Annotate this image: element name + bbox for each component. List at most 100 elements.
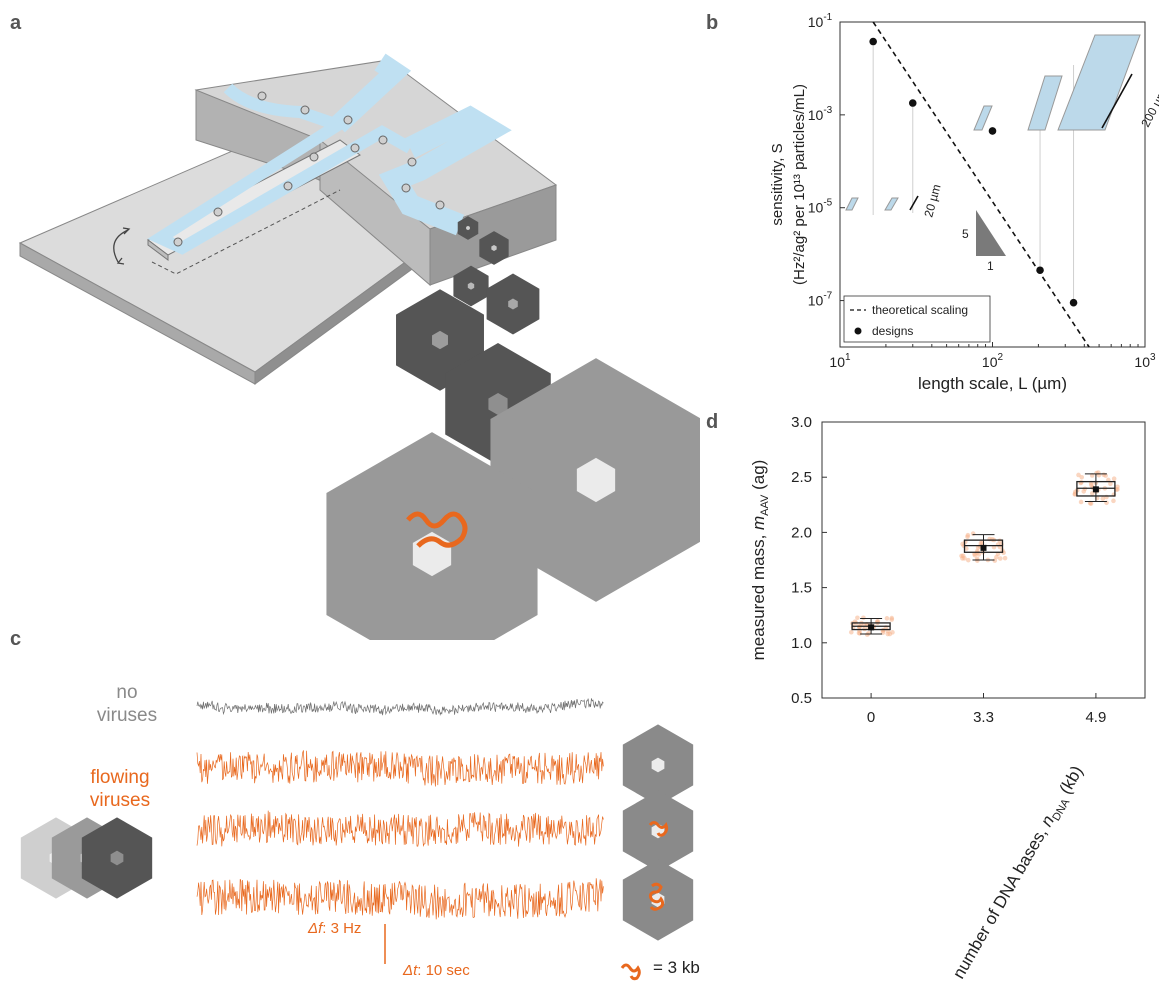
data-point: [1079, 475, 1085, 480]
data-point: [1108, 481, 1113, 487]
scale-bar-small: [909, 195, 919, 211]
x-axis-label-b: length scale, L (µm): [918, 374, 1067, 393]
data-point: [880, 628, 886, 633]
dt-symbol: Δt: [403, 962, 418, 979]
data-point: [1089, 482, 1094, 488]
panel-label-b: b: [706, 12, 719, 34]
data-point: [970, 531, 976, 536]
flowing-viruses-label: flowing viruses: [60, 766, 180, 812]
trace-partial-genome: [196, 810, 604, 847]
slope-run-label: 1: [987, 259, 994, 273]
y-tick-label-d: 1.0: [791, 635, 812, 652]
flowing-viruses-line2: viruses: [89, 790, 151, 811]
x-tick-label-d: 3.3: [973, 709, 994, 726]
x-tick-label-d: 0: [867, 709, 875, 726]
data-point: [965, 534, 970, 540]
device-large-2: [1057, 34, 1141, 131]
panel-label-d: d: [706, 411, 719, 433]
x-tick-label-b: 102: [982, 352, 1004, 370]
design-point: [1069, 298, 1078, 307]
data-point: [997, 556, 1003, 561]
device-medium: [973, 105, 993, 131]
panel-label-c: c: [10, 628, 22, 650]
no-viruses-line1: no: [116, 682, 138, 703]
partial-genome-capsid-icon: [637, 807, 679, 855]
x-axis-label-d: number of DNA bases, nDNA (kb): [949, 763, 1089, 984]
scale-label-small: 20 µm: [921, 183, 943, 219]
flowing-viruses-line1: flowing: [90, 767, 150, 788]
mean-marker: [1092, 486, 1099, 493]
y-tick-label-d: 1.5: [791, 580, 812, 597]
x-tick-label-d: 4.9: [1085, 709, 1106, 726]
data-point: [965, 557, 971, 563]
particles-on-chip: [173, 91, 445, 247]
kb-legend-label: = 3 kb: [653, 958, 700, 977]
legend-dot-icon: [854, 327, 862, 335]
y-tick-label-d: 2.5: [791, 469, 812, 486]
legend-box-b: [843, 295, 991, 343]
y-axis-label-d: measured mass, mAAV (ag): [749, 460, 771, 661]
dt-value: : 10 sec: [417, 962, 470, 979]
y-tick-label-d: 2.0: [791, 524, 812, 541]
legend-designs-label: designs: [872, 324, 913, 338]
df-scale-label: Δf: 3 Hz: [308, 920, 361, 937]
x-tick-label-b: 103: [1134, 352, 1156, 370]
data-point: [1111, 476, 1117, 482]
df-value: : 3 Hz: [322, 920, 362, 937]
y-tick-label-d: 0.5: [791, 690, 812, 707]
virus-capsids: [370, 221, 659, 626]
data-point: [861, 615, 866, 621]
data-point: [962, 556, 967, 561]
dt-scale-label: Δt: 10 sec: [403, 962, 470, 979]
data-point: [864, 632, 870, 637]
mean-marker: [980, 544, 987, 551]
substrate-slab: [18, 141, 431, 385]
data-point: [855, 615, 860, 621]
y-tick-label-d: 3.0: [791, 414, 812, 431]
no-viruses-line2: viruses: [96, 705, 158, 726]
df-symbol: Δf: [308, 920, 323, 937]
y-axis-label-b: sensitivity, S (Hz²/ag² per 10¹³ particle…: [769, 84, 808, 285]
empty-capsid-icon: [637, 741, 679, 789]
trace-no-viruses: [196, 698, 604, 716]
frequency-traces: [196, 698, 604, 920]
device-small-1: [845, 197, 859, 211]
x-tick-label-b: 101: [829, 352, 851, 370]
dna-squiggle-icon: [620, 963, 641, 981]
y-tick-label-b: 10-3: [808, 105, 833, 123]
data-point: [1078, 499, 1084, 505]
data-point: [848, 629, 854, 635]
scale-bar-large: [1101, 73, 1133, 129]
slope-rise-label: 5: [962, 227, 969, 241]
data-point: [1103, 473, 1108, 478]
data-point: [1111, 498, 1116, 504]
design-point: [988, 127, 997, 135]
design-point: [1036, 266, 1044, 275]
traces-area: [0, 698, 700, 981]
scale-label-large: 200 µm: [1138, 87, 1159, 129]
y-tick-label-b: 10-1: [808, 12, 833, 30]
no-viruses-label: no viruses: [82, 681, 172, 727]
data-point: [1088, 501, 1094, 506]
data-point: [1002, 555, 1008, 561]
capsid-trio-icon: [35, 834, 138, 882]
data-point: [1081, 489, 1087, 494]
data-point: [1115, 487, 1120, 492]
slope-triangle: [976, 210, 1006, 256]
data-point: [1076, 472, 1081, 478]
data-point: [889, 617, 895, 622]
mass-boxplot-chart: 0.5 1.0 1.5 2.0 2.5 3.0 0 3.3 4.9 measured mass, …: [749, 414, 1146, 984]
device-large-1: [1027, 75, 1063, 131]
fluid-channels: [147, 53, 512, 255]
data-point: [992, 558, 998, 563]
data-point: [1079, 480, 1084, 485]
data-point: [975, 545, 981, 550]
sensitivity-chart: 101 102 103 10-7 10-5 10-3 10-1 20 µm 200 µm 5 1 th…: [769, 12, 1159, 393]
data-point: [884, 616, 890, 621]
panel-label-a: a: [10, 12, 22, 34]
theoretical-scaling-line: [872, 21, 1090, 348]
y-tick-label-b: 10-7: [808, 291, 833, 309]
device-small-2: [884, 197, 899, 211]
mean-marker: [868, 624, 875, 631]
trace-full-genome: [196, 878, 604, 920]
